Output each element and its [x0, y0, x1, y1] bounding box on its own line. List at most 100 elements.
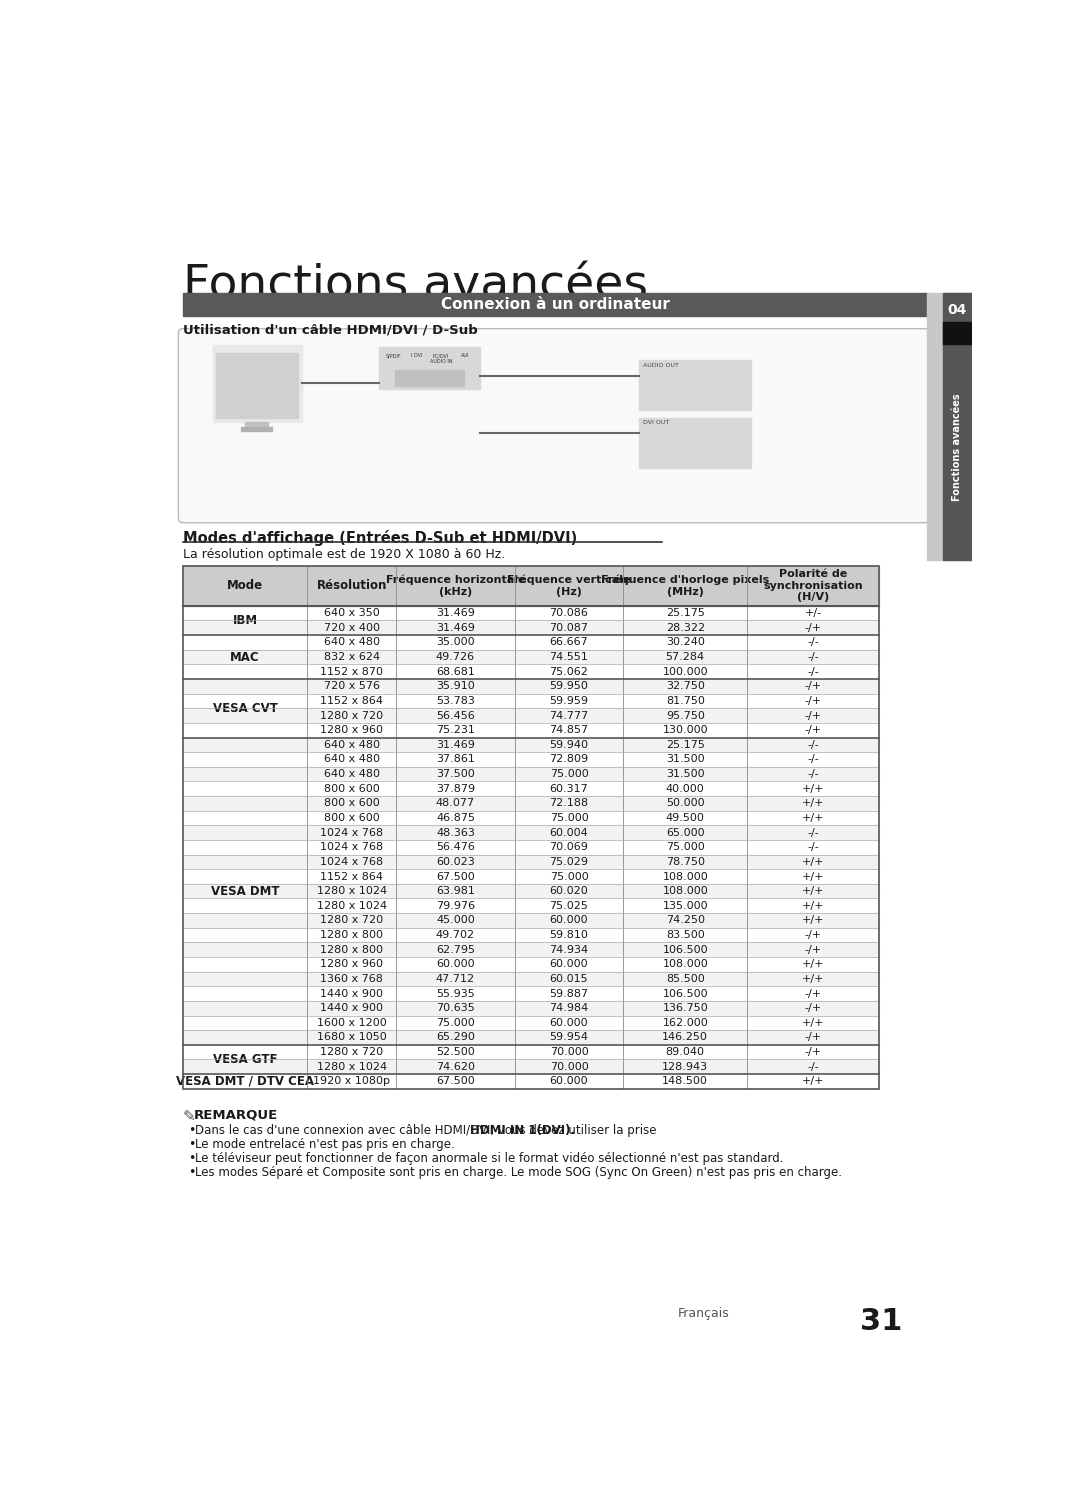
Text: 74.984: 74.984	[550, 1002, 589, 1013]
Bar	[183, 1059, 879, 1074]
Text: 81.750: 81.750	[665, 696, 704, 707]
Bar	[183, 811, 879, 825]
Text: 60.000: 60.000	[550, 959, 589, 970]
Bar	[241, 427, 272, 432]
Text: MAC: MAC	[230, 650, 260, 663]
Text: Les modes Séparé et Composite sont pris en charge. Le mode SOG (Sync On Green) n: Les modes Séparé et Composite sont pris …	[195, 1165, 842, 1179]
Text: La résolution optimale est de 1920 X 1080 à 60 Hz.: La résolution optimale est de 1920 X 108…	[183, 548, 505, 562]
Text: Polarité de
synchronisation
(H/V): Polarité de synchronisation (H/V)	[764, 569, 863, 602]
Text: +/+: +/+	[801, 886, 824, 896]
Text: 1152 x 864: 1152 x 864	[320, 871, 383, 881]
Text: Fréquence verticale
(Hz): Fréquence verticale (Hz)	[508, 575, 631, 598]
Text: 1280 x 1024: 1280 x 1024	[316, 901, 387, 911]
Text: 75.000: 75.000	[550, 813, 589, 823]
Text: +/+: +/+	[801, 916, 824, 925]
Text: 35.000: 35.000	[436, 638, 475, 647]
Text: 31.469: 31.469	[436, 623, 475, 633]
Text: 37.879: 37.879	[436, 784, 475, 793]
Text: 75.025: 75.025	[550, 901, 589, 911]
Text: 25.175: 25.175	[665, 608, 704, 619]
Text: -/-: -/-	[807, 666, 819, 677]
Text: Résolution: Résolution	[316, 580, 387, 592]
Bar	[943, 323, 972, 344]
Text: -/+: -/+	[805, 681, 822, 692]
Text: Français: Français	[677, 1307, 729, 1321]
Text: -/+: -/+	[805, 944, 822, 955]
Text: S/PDIF: S/PDIF	[386, 353, 401, 359]
Text: Connexion à un ordinateur: Connexion à un ordinateur	[441, 297, 670, 312]
Text: 1152 x 864: 1152 x 864	[320, 696, 383, 707]
Text: 800 x 600: 800 x 600	[324, 798, 379, 808]
Text: Le téléviseur peut fonctionner de façon anormale si le format vidéo sélectionné : Le téléviseur peut fonctionner de façon …	[195, 1152, 784, 1165]
Bar	[183, 781, 879, 796]
Text: 1280 x 800: 1280 x 800	[320, 944, 383, 955]
Bar	[183, 1001, 879, 1016]
Bar	[183, 928, 879, 943]
Text: 32.750: 32.750	[665, 681, 704, 692]
Bar	[379, 347, 480, 390]
Text: 48.363: 48.363	[436, 828, 475, 838]
Text: 135.000: 135.000	[662, 901, 708, 911]
Text: 1360 x 768: 1360 x 768	[320, 974, 383, 985]
Bar	[183, 1074, 879, 1089]
Text: 53.783: 53.783	[436, 696, 475, 707]
Text: 832 x 624: 832 x 624	[324, 651, 380, 662]
Text: 70.087: 70.087	[550, 623, 589, 633]
Text: 800 x 600: 800 x 600	[324, 784, 379, 793]
Text: 1152 x 870: 1152 x 870	[320, 666, 383, 677]
Text: 800 x 600: 800 x 600	[324, 813, 379, 823]
Bar	[183, 855, 879, 870]
Text: +/+: +/+	[801, 1076, 824, 1086]
Text: 59.959: 59.959	[550, 696, 589, 707]
Text: 95.750: 95.750	[665, 711, 704, 720]
Text: 106.500: 106.500	[662, 944, 708, 955]
Text: 130.000: 130.000	[662, 725, 708, 735]
Text: 89.040: 89.040	[665, 1047, 705, 1058]
Text: AUDIO OUT: AUDIO OUT	[643, 363, 678, 368]
Text: 75.062: 75.062	[550, 666, 589, 677]
Text: 46.875: 46.875	[436, 813, 475, 823]
Bar	[183, 650, 879, 665]
Bar	[183, 840, 879, 855]
Text: 106.500: 106.500	[662, 989, 708, 998]
Text: 1920 x 1080p: 1920 x 1080p	[313, 1076, 390, 1086]
Text: 108.000: 108.000	[662, 886, 708, 896]
Text: VESA DMT / DTV CEA: VESA DMT / DTV CEA	[176, 1074, 314, 1088]
Text: -/-: -/-	[807, 769, 819, 778]
Text: Utilisation d'un câble HDMI/DVI / D-Sub: Utilisation d'un câble HDMI/DVI / D-Sub	[183, 323, 477, 336]
Text: Fonctions avancées: Fonctions avancées	[183, 264, 648, 309]
Text: -/-: -/-	[807, 1062, 819, 1071]
Text: Fréquence d'horloge pixels
(MHz): Fréquence d'horloge pixels (MHz)	[602, 575, 769, 598]
Bar	[183, 566, 879, 607]
Text: Mode: Mode	[227, 580, 264, 592]
Bar	[183, 943, 879, 958]
Text: 148.500: 148.500	[662, 1076, 708, 1086]
Text: Fréquence horizontale
(kHz): Fréquence horizontale (kHz)	[386, 575, 525, 598]
Text: 60.317: 60.317	[550, 784, 589, 793]
Text: -/-: -/-	[807, 754, 819, 765]
Text: 100.000: 100.000	[662, 666, 708, 677]
Text: 28.322: 28.322	[665, 623, 705, 633]
Text: 49.500: 49.500	[665, 813, 704, 823]
Text: 72.809: 72.809	[550, 754, 589, 765]
Text: 04: 04	[947, 303, 967, 317]
Text: 31.469: 31.469	[436, 608, 475, 619]
Text: 59.950: 59.950	[550, 681, 589, 692]
Text: +/+: +/+	[801, 858, 824, 867]
Text: -/-: -/-	[807, 740, 819, 750]
Text: 78.750: 78.750	[665, 858, 705, 867]
Bar	[216, 353, 298, 418]
Bar	[183, 635, 879, 650]
Text: REMARQUE: REMARQUE	[194, 1109, 279, 1122]
Text: -/+: -/+	[805, 696, 822, 707]
Text: +/+: +/+	[801, 784, 824, 793]
Bar	[183, 1016, 879, 1031]
Text: 55.935: 55.935	[436, 989, 475, 998]
Text: •: •	[188, 1123, 195, 1137]
Text: 45.000: 45.000	[436, 916, 475, 925]
Text: 1680 x 1050: 1680 x 1050	[316, 1032, 387, 1043]
Bar	[183, 766, 879, 781]
Text: 1440 x 900: 1440 x 900	[320, 989, 383, 998]
Text: -/+: -/+	[805, 1032, 822, 1043]
Text: 1280 x 720: 1280 x 720	[320, 711, 383, 720]
